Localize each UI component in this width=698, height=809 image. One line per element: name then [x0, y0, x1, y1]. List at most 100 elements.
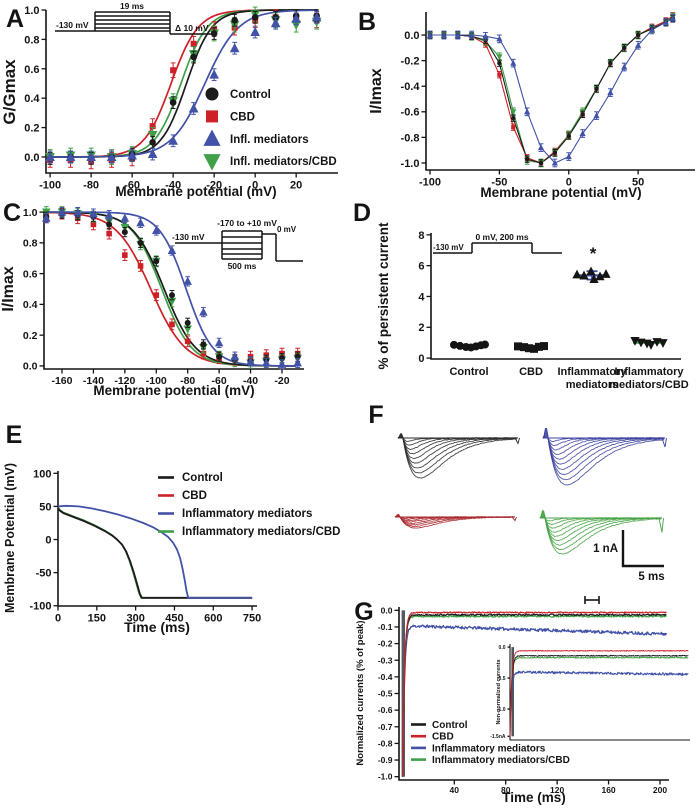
series-infl-fit-curve — [50, 9, 318, 158]
series-control-point — [538, 160, 544, 166]
series-infl-point — [57, 207, 67, 216]
series-infl-point — [579, 130, 586, 137]
series-control-trace — [509, 654, 689, 737]
x-tick-label: -120 — [114, 375, 135, 387]
series-infl-point — [152, 225, 161, 235]
y-tick-label: 0.8 — [24, 34, 39, 46]
series-control-point — [251, 14, 259, 21]
protocol-label: 500 ms — [228, 261, 257, 271]
series-infl-point — [73, 207, 82, 216]
legend-item-inflcbd: Infl. mediators/CBD — [230, 156, 337, 168]
y-tick-label: 100 — [33, 468, 51, 480]
data-point — [658, 339, 668, 348]
y-axis-label: Non-normalized currents — [496, 659, 502, 724]
series-control-point — [200, 341, 207, 348]
legend-swatch-control — [205, 87, 219, 101]
series-infl-point — [230, 352, 240, 361]
series-cbd-point — [184, 338, 191, 345]
legend-swatch-inflcbd — [203, 154, 221, 171]
x-axis-label: Time (ms) — [124, 619, 190, 635]
significance-asterisk: * — [590, 244, 597, 263]
y-axis-label: I/Imax — [368, 68, 385, 113]
series-infl-point — [250, 26, 260, 37]
data-point — [589, 274, 599, 284]
data-point — [579, 270, 589, 280]
series-infl-point — [662, 18, 669, 25]
legend-swatch-cbd — [205, 110, 219, 123]
y-tick-label: -1.0 — [401, 158, 420, 170]
series-infl-point — [293, 358, 302, 367]
series-control-point — [622, 45, 627, 51]
series-infl-point — [510, 59, 517, 66]
x-axis-label: Membrane potential (mV) — [480, 185, 641, 200]
x-axis-label: Time (ms) — [502, 790, 566, 805]
trace-family-inflcbd — [539, 512, 662, 542]
x-tick-label: -100 — [146, 375, 167, 387]
trace-family-control — [397, 434, 517, 464]
data-point — [481, 340, 489, 349]
series-infl-point — [229, 42, 240, 53]
legend-item-infl: Infl. mediators — [230, 134, 309, 146]
series-cbd-point — [497, 72, 502, 77]
x-tick-label: -20 — [206, 180, 222, 192]
x-tick-label: 50 — [632, 177, 644, 189]
panel-b-chart: B -100 -50 0 50 0.0 -0.2 -0.4 -0.6 -0.8 -1.0 Membra… — [358, 8, 695, 200]
series-control-line — [430, 17, 674, 164]
y-tick-label: 0.0 — [381, 605, 393, 615]
series-control-point — [594, 86, 599, 91]
trace-family-inflcbd — [539, 511, 662, 546]
series-control-point — [210, 30, 218, 37]
protocol-label: 19 ms — [120, 1, 144, 11]
panel-f-label: F — [368, 401, 383, 429]
transient-bar — [511, 647, 514, 737]
series-infl-point — [104, 210, 114, 219]
x-tick-label: 0 — [566, 177, 572, 189]
y-tick-label: 0.6 — [23, 268, 38, 280]
data-point — [514, 342, 522, 351]
series-infl-point — [167, 245, 177, 255]
legend-item-cbd: CBD — [230, 111, 255, 123]
panel-e-label: E — [6, 421, 23, 449]
x-tick-label: -100 — [39, 180, 61, 192]
series-cbd-point — [90, 221, 97, 228]
x-tick-label: -40 — [243, 375, 258, 387]
y-tick-label: -0.4 — [401, 81, 421, 93]
series-infl-point — [607, 89, 614, 96]
trace-family-cbd — [394, 513, 514, 529]
trace-family-infl — [542, 432, 665, 461]
x-tick-label: -80 — [180, 375, 195, 387]
y-tick-label: 0.8 — [23, 238, 38, 250]
y-axis-label: % of persistent current — [376, 222, 391, 370]
panel-g_inset-chart: 0.0 -0.5 -1.0 -1.5nA Non-normalized currents — [490, 644, 690, 741]
y-tick-label: -0.6 — [401, 107, 420, 119]
y-tick-label: -0.1 — [378, 622, 393, 632]
category-label: CBD — [519, 366, 543, 378]
x-tick-label: 0 — [55, 613, 61, 625]
y-tick-label: -0.2 — [378, 639, 393, 649]
series-infl-point — [86, 151, 96, 161]
panel-g-chart: G 40 80 120 160 200 0.0 -0.1 -0.2 -0.3 -0.4 -0.5 -0.… — [354, 596, 669, 805]
series-control-point — [231, 16, 238, 24]
y-tick-label: 0.2 — [24, 123, 39, 135]
y-axis-label: Membrane Potential (mV) — [3, 463, 17, 613]
data-point — [540, 342, 548, 351]
series-infl-point — [136, 218, 145, 227]
series-control-point — [524, 156, 530, 162]
series-cbd-point — [511, 125, 516, 130]
y-tick-label: 6 — [418, 261, 424, 273]
y-tick-label: 0.6 — [24, 64, 39, 76]
data-point — [586, 266, 596, 276]
series-infl-point — [648, 26, 656, 33]
series-infl-point — [168, 135, 178, 145]
y-tick-label: -0.6 — [378, 705, 393, 715]
legend-item-control: Control — [432, 720, 468, 731]
data-point — [535, 342, 543, 351]
series-cbd-point — [149, 123, 156, 130]
x-tick-label: 750 — [243, 613, 261, 625]
series-infl-point — [199, 307, 208, 316]
series-infl-point — [65, 151, 76, 161]
y-tick-label: -0.5 — [497, 676, 506, 682]
legend-swatch-infl — [203, 129, 221, 146]
series-control-point — [511, 115, 516, 121]
y-tick-label: -1.0 — [378, 772, 393, 782]
